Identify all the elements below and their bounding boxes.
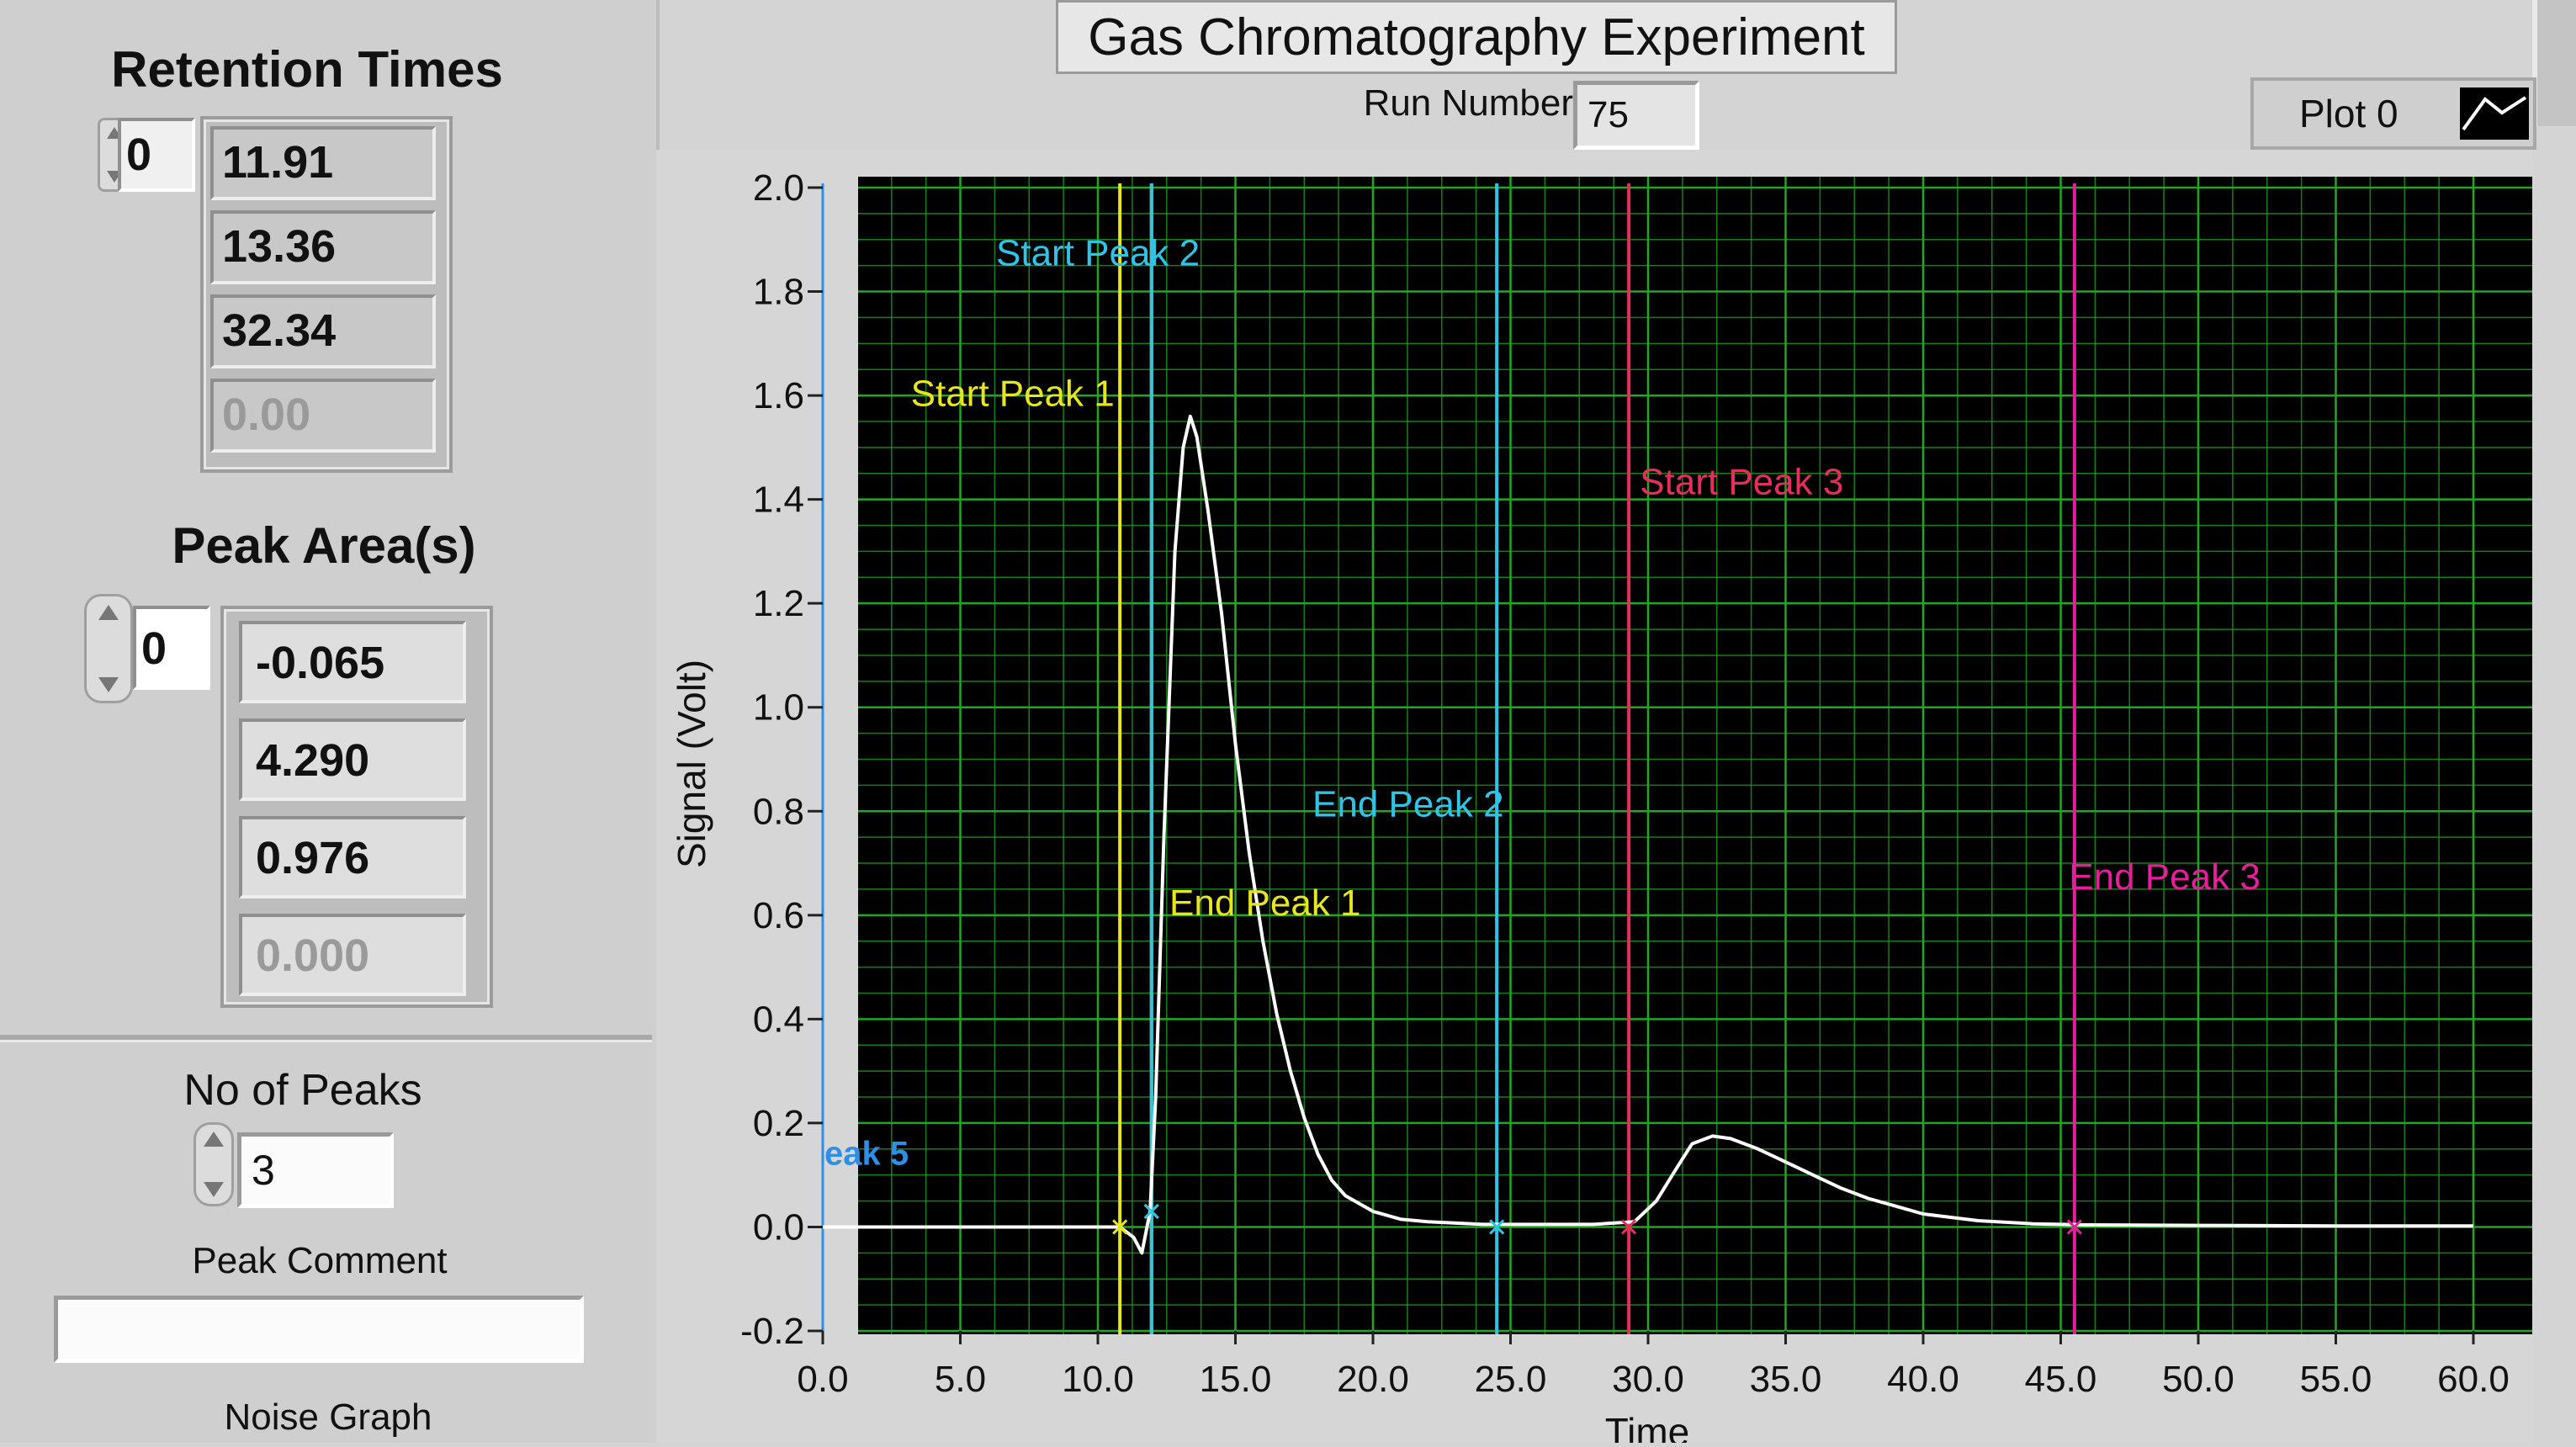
y-tick-label: 2.0 [753,167,804,209]
y-tick-label: 0.8 [753,791,804,832]
experiment-title: Gas Chromatography Experiment [1056,0,1897,74]
cursor-label: End Peak 2 [1312,783,1504,824]
x-tick-label: 15.0 [1200,1359,1272,1400]
peak-comment-input[interactable] [54,1296,584,1363]
signal-trace [823,414,2473,1255]
noise-graph-label: Noise Graph [224,1397,432,1438]
cursor-point [1143,1203,1159,1219]
peak-area-cell[interactable]: 0.000 [239,914,466,996]
x-tick-label: 20.0 [1337,1359,1409,1400]
cursor-point [1112,1219,1128,1235]
run-number-label: Run Number [1363,82,1573,124]
y-tick-label: 0.0 [753,1206,804,1248]
x-tick-label: 0.0 [797,1359,848,1400]
x-tick-label: 25.0 [1475,1359,1547,1400]
peak-areas-label: Peak Area(s) [172,517,476,574]
plot-legend-swatch[interactable] [2460,87,2529,140]
plot-area-background[interactable] [858,177,2532,1334]
y-tick-label: -0.2 [740,1311,804,1352]
y-tick-label: 0.2 [753,1103,804,1144]
y-tick-label: 1.2 [753,583,804,624]
chromatogram-svg[interactable]: eak 5 0.0 5.0 10.0 15.0 20.0 25.0 30.0 35.0 40.0 4… [656,150,2532,1447]
no-of-peaks-input[interactable]: 3 [237,1132,394,1208]
left-control-panel: Retention Times 0 11.91 13.36 32.34 0.00… [0,0,660,1443]
run-number-input[interactable]: 75 [1573,81,1699,150]
retention-times-label: Retention Times [111,41,503,98]
chromatogram-graph[interactable]: eak 5 0.0 5.0 10.0 15.0 20.0 25.0 30.0 35.0 40.0 4… [656,150,2532,1447]
y-axis-label: Signal (Volt) [670,660,713,868]
x-tick-label: 35.0 [1750,1359,1822,1400]
retention-time-cell[interactable]: 32.34 [210,294,436,368]
x-tick-label: 50.0 [2162,1359,2234,1400]
cursor-label: Start Peak 1 [911,373,1115,414]
x-tick-label: 30.0 [1612,1359,1684,1400]
plot-legend[interactable]: Plot 0 [2250,77,2536,150]
panel-divider [0,1035,652,1042]
cursor-point [1489,1219,1505,1235]
retention-time-cell[interactable]: 0.00 [210,379,436,453]
no-of-peaks-spinner[interactable] [193,1122,234,1206]
no-of-peaks-label: No of Peaks [183,1066,422,1115]
y-axis-cursor-label: eak 5 [824,1135,909,1172]
retention-time-cell[interactable]: 13.36 [210,210,436,284]
plot-legend-label: Plot 0 [2299,92,2398,135]
y-tick-label: 0.6 [753,895,804,936]
window-edge [2532,0,2576,126]
x-tick-label: 5.0 [935,1359,986,1400]
retention-time-cell[interactable]: 11.91 [210,126,436,200]
y-tick-label: 1.8 [753,272,804,313]
x-tick-label: 55.0 [2300,1359,2372,1400]
peak-area-cell[interactable]: -0.065 [239,621,466,703]
peak-area-cell[interactable]: 4.290 [239,718,466,801]
y-tick-label: 1.6 [753,375,804,416]
peak-comment-label: Peak Comment [192,1240,448,1281]
cursor-label: End Peak 3 [2069,856,2261,898]
peak-area-cell[interactable]: 0.976 [239,816,466,898]
x-tick-label: 40.0 [1887,1359,1959,1400]
cursor-label: End Peak 1 [1169,883,1361,924]
y-tick-label: 1.4 [753,480,804,521]
x-tick-label: 60.0 [2437,1359,2510,1400]
y-tick-label: 0.4 [753,999,804,1040]
cursor-label: Start Peak 2 [996,233,1200,274]
line-style-icon [2462,96,2527,131]
area-index-input[interactable]: 0 [133,606,210,690]
x-tick-label: 45.0 [2025,1359,2097,1400]
retention-index-input[interactable]: 0 [118,118,195,192]
cursor-label: Start Peak 3 [1640,461,1843,502]
cursor-point [2066,1219,2082,1235]
x-axis-label: Time [1605,1410,1690,1443]
cursor-point [1621,1219,1637,1235]
x-tick-label: 10.0 [1062,1359,1134,1400]
y-tick-label: 1.0 [753,687,804,729]
area-index-spinner[interactable] [84,594,133,703]
